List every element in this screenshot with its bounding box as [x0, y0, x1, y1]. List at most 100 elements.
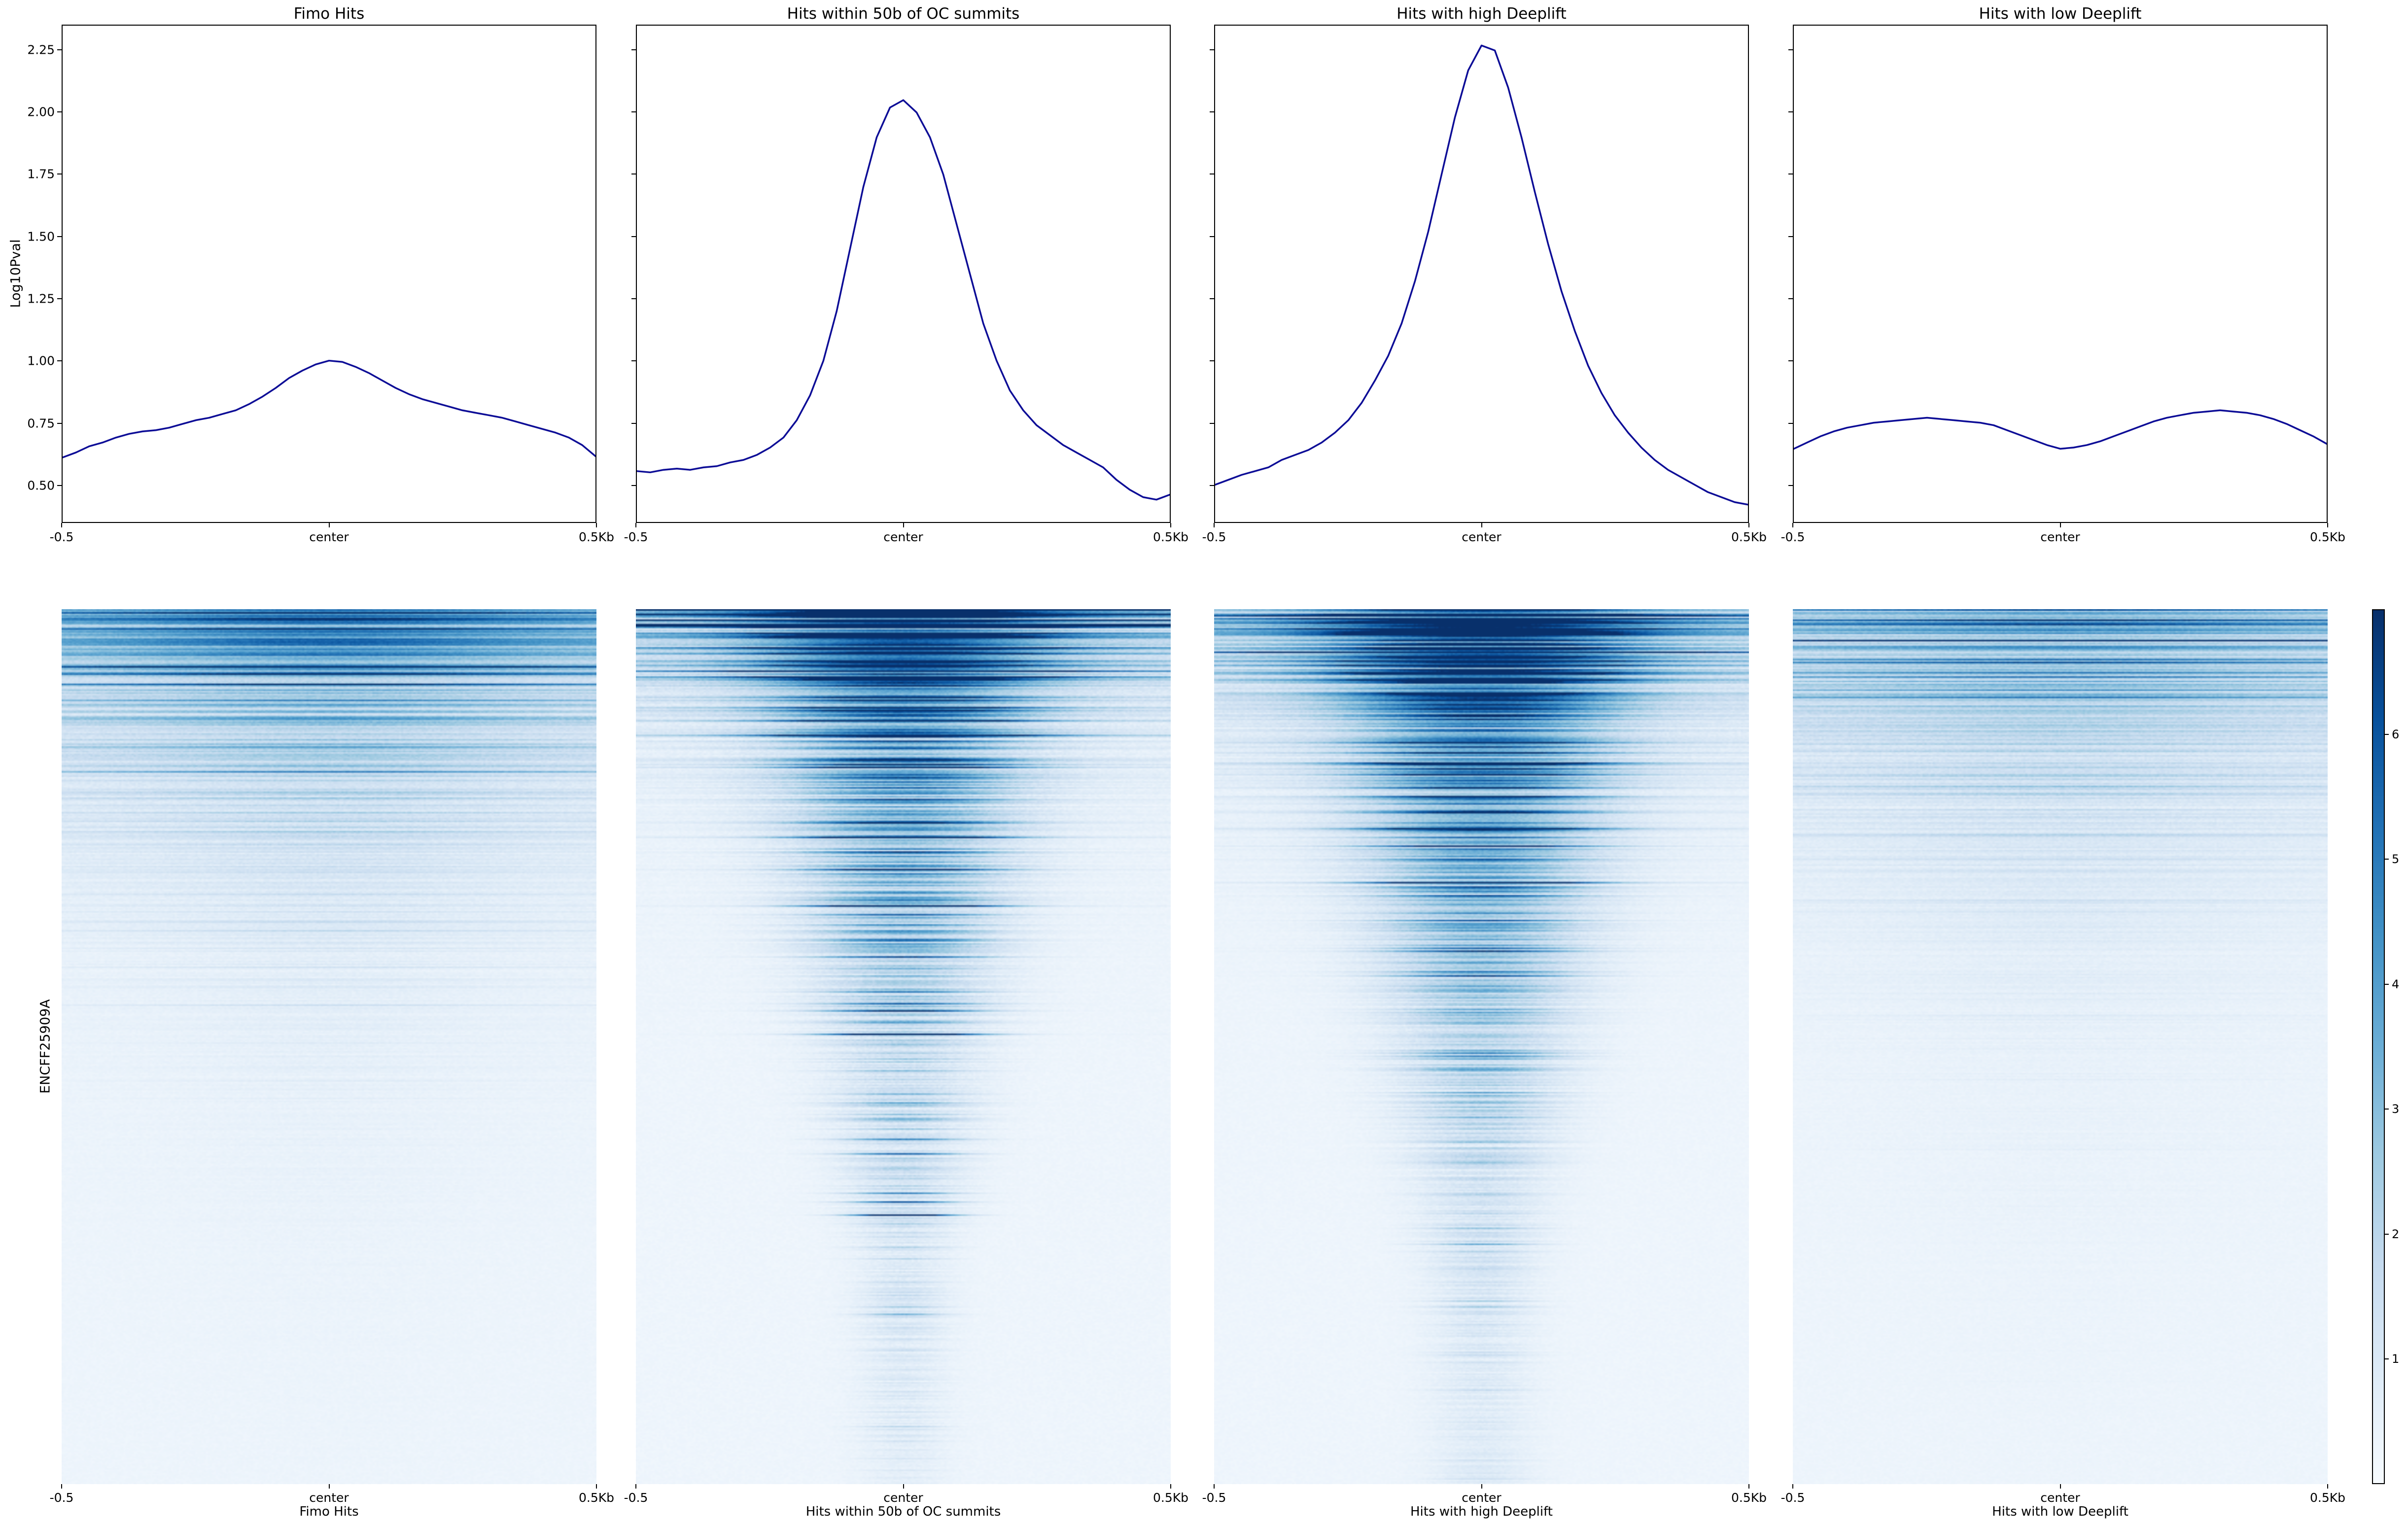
profile-xtick-label: 0.5Kb: [2309, 530, 2346, 544]
heatmap-oc-summits: [636, 609, 1171, 1484]
heatmap-xtick-mark: [328, 1484, 330, 1489]
heatmap-xtick-mark: [635, 1484, 636, 1489]
heatmap-xtick-mark: [1792, 1484, 1793, 1489]
colorbar: [2372, 609, 2385, 1484]
colorbar-tick-mark: [2385, 1358, 2389, 1360]
profile-ytick-label: 2.25: [27, 42, 55, 57]
profile-plot-low-deeplift: [1793, 25, 2328, 523]
colorbar-tick-mark: [2385, 1109, 2389, 1110]
profile-ytick-mark: [1788, 485, 1793, 486]
colorbar-tick-label: 1: [2392, 1352, 2400, 1366]
profile-xtick-mark: [2059, 523, 2061, 527]
heatmap-low-deeplift: [1793, 609, 2328, 1484]
profile-ytick-label: 1.00: [27, 353, 55, 368]
profile-ytick-mark: [1788, 111, 1793, 112]
profile-xtick-mark: [328, 523, 330, 527]
profile-ytick-mark: [1788, 236, 1793, 237]
profile-ytick-label: 1.25: [27, 291, 55, 306]
heatmap-xtick-label: center: [309, 1491, 349, 1505]
profile-ytick-label: 0.75: [27, 416, 55, 431]
profile-ytick-mark: [1788, 49, 1793, 50]
heatmap-xtick-label: center: [2040, 1491, 2080, 1505]
profile-xtick-label: 0.5Kb: [1731, 530, 1767, 544]
heatmap-xtick-mark: [1214, 1484, 1215, 1489]
profile-ytick-mark: [1788, 298, 1793, 300]
profile-xtick-label: center: [883, 530, 923, 544]
profile-ytick-mark: [1210, 298, 1214, 300]
profile-ytick-label: 2.00: [27, 104, 55, 119]
heatmap-xlabel-low-deeplift: Hits with low Deeplift: [1992, 1504, 2129, 1519]
profile-ytick-mark: [631, 422, 636, 424]
colorbar-tick-mark: [2385, 983, 2389, 985]
colorbar-tick-mark: [2385, 733, 2389, 735]
heatmap-xtick-mark: [61, 1484, 62, 1489]
colorbar-tick-label: 4: [2392, 977, 2400, 991]
colorbar-tick-mark: [2385, 859, 2389, 860]
profile-ytick-mark: [1788, 360, 1793, 362]
heatmap-xtick-mark: [1748, 1484, 1749, 1489]
profile-ytick-mark: [1788, 422, 1793, 424]
profile-ytick-mark: [631, 49, 636, 50]
profile-ytick-mark: [57, 360, 62, 362]
profile-xtick-mark: [1748, 523, 1749, 527]
profile-xtick-mark: [1214, 523, 1215, 527]
profile-ytick-mark: [1210, 485, 1214, 486]
heatmap-xtick-label: 0.5Kb: [1731, 1491, 1767, 1505]
profile-plot-oc-summits: [636, 25, 1171, 523]
heatmap-xtick-label: -0.5: [1202, 1491, 1226, 1505]
profile-title-low-deeplift: Hits with low Deeplift: [1979, 5, 2142, 23]
heatmap-xtick-label: 0.5Kb: [2309, 1491, 2346, 1505]
colorbar-tick-label: 5: [2392, 852, 2400, 867]
heatmap-xtick-mark: [2327, 1484, 2328, 1489]
profile-xtick-mark: [1792, 523, 1793, 527]
heatmap-xtick-mark: [596, 1484, 597, 1489]
heatmap-xtick-mark: [1481, 1484, 1482, 1489]
heatmap-xlabel-high-deeplift: Hits with high Deeplift: [1410, 1504, 1553, 1519]
heatmap-xtick-label: 0.5Kb: [578, 1491, 615, 1505]
heatmap-fimo-hits: [62, 609, 596, 1484]
colorbar-gradient: [2373, 610, 2384, 1483]
profile-ytick-label: 1.50: [27, 229, 55, 244]
colorbar-tick-label: 6: [2392, 727, 2400, 741]
heatmap-xtick-label: -0.5: [1780, 1491, 1805, 1505]
heatmap-high-deeplift: [1214, 609, 1749, 1484]
profile-ytick-mark: [1210, 422, 1214, 424]
heatmap-xtick-label: -0.5: [624, 1491, 648, 1505]
profile-ytick-label: 0.50: [27, 478, 55, 493]
profile-ytick-mark: [631, 236, 636, 237]
colorbar-tick-label: 3: [2392, 1102, 2400, 1116]
profile-xtick-mark: [903, 523, 904, 527]
profile-xtick-label: -0.5: [624, 530, 648, 544]
heatmap-xtick-label: -0.5: [49, 1491, 74, 1505]
profile-xtick-mark: [1170, 523, 1171, 527]
heatmap-xlabel-fimo-hits: Fimo Hits: [299, 1504, 359, 1519]
heatmap-xtick-mark: [2059, 1484, 2061, 1489]
profile-xtick-label: 0.5Kb: [578, 530, 615, 544]
profile-ytick-mark: [57, 111, 62, 112]
profile-ytick-mark: [1210, 111, 1214, 112]
profile-plot-high-deeplift: [1214, 25, 1749, 523]
profile-title-high-deeplift: Hits with high Deeplift: [1396, 5, 1567, 23]
heatmap-xtick-label: 0.5Kb: [1152, 1491, 1189, 1505]
heatmap-xlabel-oc-summits: Hits within 50b of OC summits: [805, 1504, 1001, 1519]
profile-ytick-mark: [631, 111, 636, 112]
profile-ytick-mark: [57, 298, 62, 300]
profile-xtick-label: -0.5: [1780, 530, 1805, 544]
profile-xtick-label: 0.5Kb: [1152, 530, 1189, 544]
profile-xtick-mark: [1481, 523, 1482, 527]
heatmap-xtick-label: center: [883, 1491, 923, 1505]
profile-ytick-mark: [631, 485, 636, 486]
colorbar-tick-label: 2: [2392, 1227, 2400, 1241]
profile-xtick-label: -0.5: [49, 530, 74, 544]
profile-plot-fimo-hits: [62, 25, 596, 523]
profile-xtick-mark: [61, 523, 62, 527]
profile-xtick-label: center: [1462, 530, 1501, 544]
profile-title-fimo-hits: Fimo Hits: [293, 5, 365, 23]
profile-xtick-mark: [635, 523, 636, 527]
profile-ytick-mark: [57, 236, 62, 237]
profile-xtick-label: -0.5: [1202, 530, 1226, 544]
profile-ytick-mark: [631, 298, 636, 300]
profile-ytick-mark: [57, 485, 62, 486]
profile-ytick-mark: [1210, 49, 1214, 50]
